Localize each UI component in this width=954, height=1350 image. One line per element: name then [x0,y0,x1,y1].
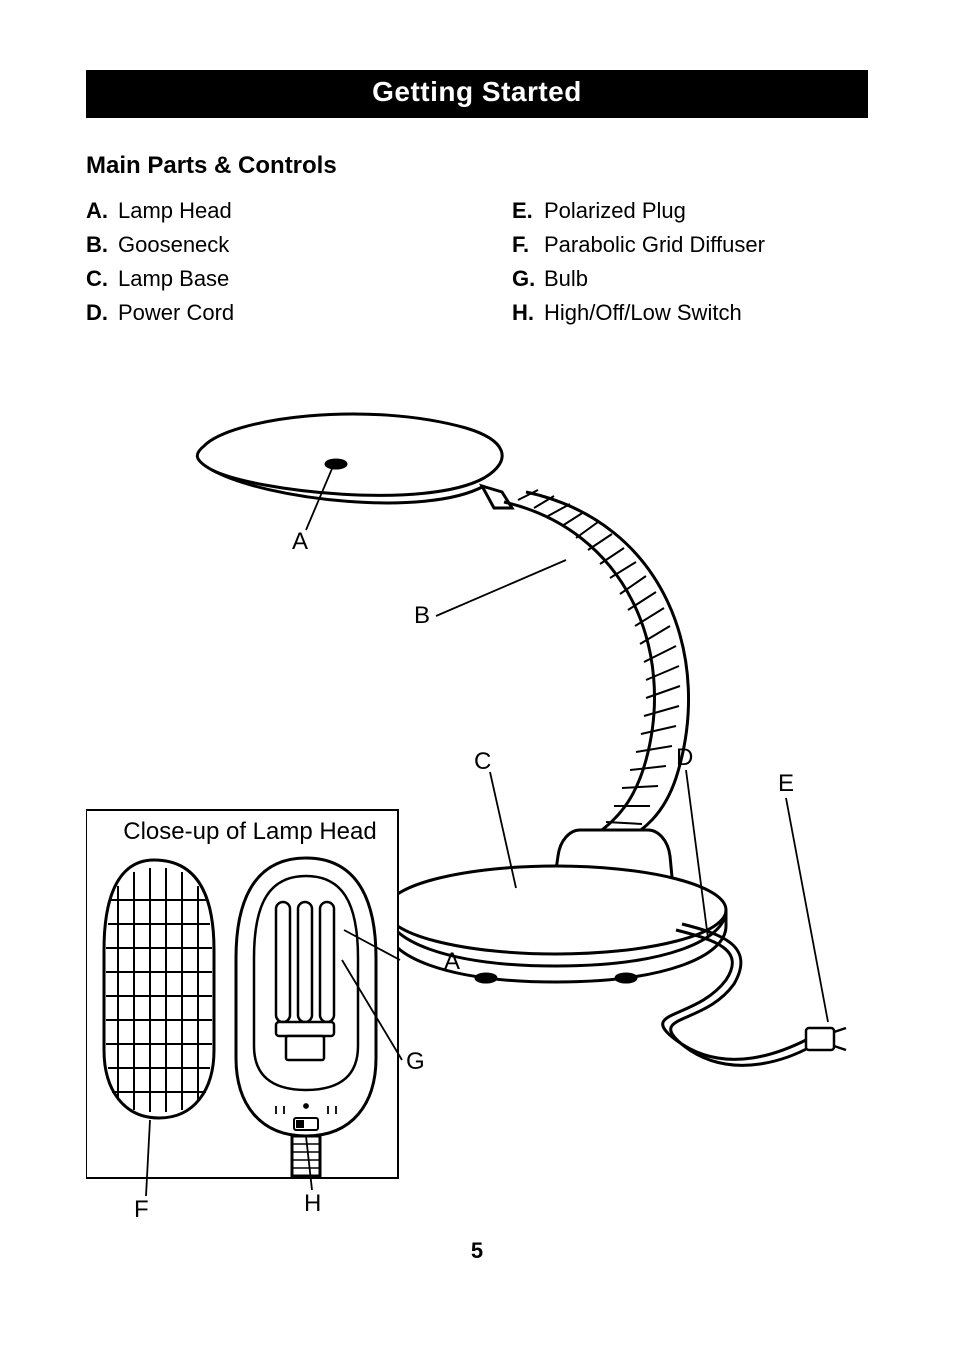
callout-E: E [778,770,794,798]
part-marker: A. [86,194,118,228]
part-marker: F. [512,228,544,262]
part-marker: H. [512,296,544,330]
part-item: A.Lamp Head [86,194,442,228]
part-label: Gooseneck [118,228,229,262]
part-item: E.Polarized Plug [512,194,868,228]
parts-list-left: A.Lamp Head B.Gooseneck C.Lamp Base D.Po… [86,194,442,330]
closeup-title: Close-up of Lamp Head [110,818,390,846]
part-item: B.Gooseneck [86,228,442,262]
part-item: C.Lamp Base [86,262,442,296]
part-label: Lamp Head [118,194,232,228]
part-label: Power Cord [118,296,234,330]
callout-C: C [474,748,491,776]
part-item: H.High/Off/Low Switch [512,296,868,330]
part-item: D.Power Cord [86,296,442,330]
part-marker: E. [512,194,544,228]
page-title-bar: Getting Started [86,70,868,118]
page-number: 5 [86,1238,868,1264]
part-label: Parabolic Grid Diffuser [544,228,765,262]
parts-columns: A.Lamp Head B.Gooseneck C.Lamp Base D.Po… [86,194,868,330]
callout-A-closeup: A [444,948,460,976]
part-marker: G. [512,262,544,296]
callout-D: D [676,744,693,772]
part-label: Polarized Plug [544,194,686,228]
part-item: G.Bulb [512,262,868,296]
parts-column-right: E.Polarized Plug F.Parabolic Grid Diffus… [512,194,868,330]
callout-F: F [134,1196,149,1224]
subheading: Main Parts & Controls [86,152,868,180]
parts-column-left: A.Lamp Head B.Gooseneck C.Lamp Base D.Po… [86,194,442,330]
part-item: F.Parabolic Grid Diffuser [512,228,868,262]
manual-page: Getting Started Main Parts & Controls A.… [0,0,954,1304]
part-label: Bulb [544,262,588,296]
parts-diagram: A B C D E A G F H Close-up of Lamp Head [86,400,868,1230]
part-marker: B. [86,228,118,262]
page-title: Getting Started [372,76,582,107]
parts-list-right: E.Polarized Plug F.Parabolic Grid Diffus… [512,194,868,330]
part-label: High/Off/Low Switch [544,296,742,330]
lamp-illustration [86,400,868,1230]
part-marker: C. [86,262,118,296]
callout-G: G [406,1048,425,1076]
callout-H: H [304,1190,321,1218]
part-label: Lamp Base [118,262,229,296]
callout-B: B [414,602,430,630]
part-marker: D. [86,296,118,330]
callout-A: A [292,528,308,556]
